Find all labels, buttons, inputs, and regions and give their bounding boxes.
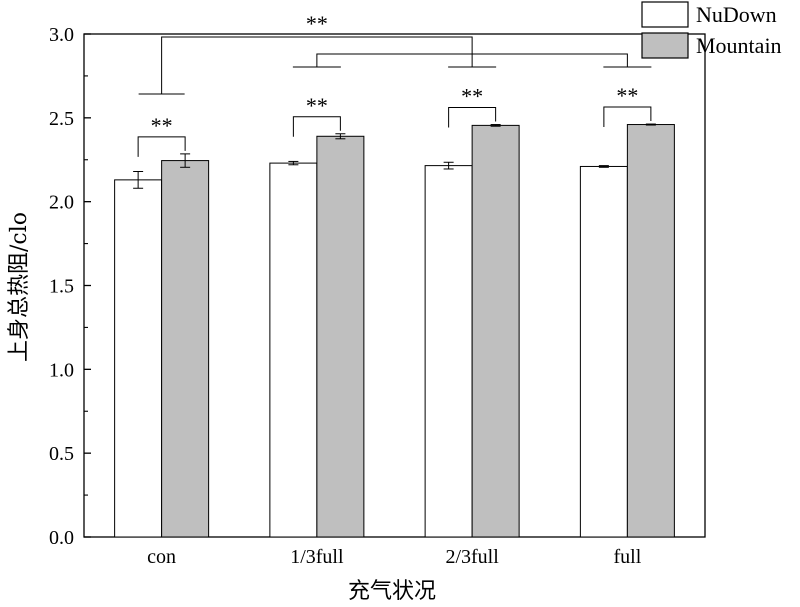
- bar-mountain-1: [316, 135, 365, 538]
- significance-bracket: [292, 116, 341, 137]
- legend: NuDown Mountain: [641, 1, 782, 59]
- bar-mountain-3: [626, 124, 675, 538]
- y-tick-label: 1.5: [49, 276, 74, 298]
- group-significance-label: **: [306, 11, 328, 36]
- significance-annotations: ** ** ** ** **: [137, 11, 652, 157]
- axes: 0.0 0.5 1.0 1.5 2.0 2.5 3.0 con 1/3full 2/3full fu…: [49, 24, 706, 568]
- x-axis-title: 充气状况: [348, 579, 436, 604]
- y-tick-label: 1.0: [49, 359, 74, 381]
- x-tick-label: full: [613, 546, 641, 568]
- bar-nudown-0: [114, 179, 163, 538]
- legend-label-nudown: NuDown: [696, 2, 777, 27]
- significance-label: **: [616, 83, 638, 108]
- x-tick-label: 2/3full: [445, 546, 499, 568]
- significance-label: **: [461, 84, 483, 109]
- y-axis-title: 上身总热阻/clo: [7, 212, 32, 362]
- significance-bracket: [137, 136, 186, 157]
- bars: [114, 123, 675, 538]
- bar-nudown-2: [424, 165, 473, 538]
- y-tick-label: 3.0: [49, 24, 74, 46]
- y-tick-label: 2.5: [49, 108, 74, 130]
- group-bracket-con: [161, 36, 473, 94]
- bar-mountain-0: [161, 160, 210, 538]
- bar-mountain-2: [471, 124, 520, 538]
- bar-nudown-1: [269, 162, 318, 538]
- legend-label-mountain: Mountain: [696, 33, 782, 58]
- y-tick-label: 0.0: [49, 527, 74, 549]
- significance-bracket: [448, 107, 497, 128]
- y-tick-label: 0.5: [49, 443, 74, 465]
- x-tick-label: con: [147, 546, 176, 568]
- bar-nudown-3: [579, 165, 628, 538]
- significance-label: **: [151, 113, 173, 138]
- legend-swatch-nudown: [641, 1, 689, 28]
- y-tick-label: 2.0: [49, 192, 74, 214]
- significance-label: **: [306, 93, 328, 118]
- x-tick-label: 1/3full: [290, 546, 344, 568]
- significance-bracket: [603, 106, 652, 128]
- legend-swatch-mountain: [641, 32, 689, 59]
